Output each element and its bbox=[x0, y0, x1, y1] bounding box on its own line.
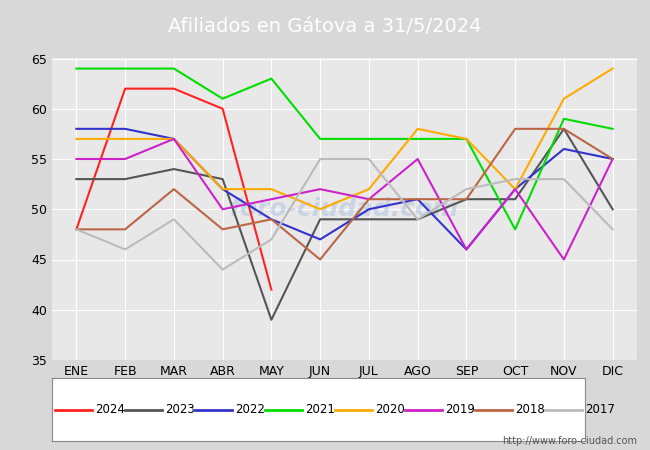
Text: 2021: 2021 bbox=[305, 403, 335, 416]
Text: Afiliados en Gátova a 31/5/2024: Afiliados en Gátova a 31/5/2024 bbox=[168, 18, 482, 36]
Text: 2020: 2020 bbox=[375, 403, 404, 416]
Text: 2022: 2022 bbox=[235, 403, 265, 416]
Text: 2019: 2019 bbox=[445, 403, 474, 416]
Text: 2017: 2017 bbox=[585, 403, 615, 416]
Text: http://www.foro-ciudad.com: http://www.foro-ciudad.com bbox=[502, 436, 637, 446]
Text: 2023: 2023 bbox=[164, 403, 194, 416]
Text: foro-ciudad.com: foro-ciudad.com bbox=[230, 197, 459, 221]
Text: 2024: 2024 bbox=[95, 403, 125, 416]
Text: 2018: 2018 bbox=[515, 403, 545, 416]
